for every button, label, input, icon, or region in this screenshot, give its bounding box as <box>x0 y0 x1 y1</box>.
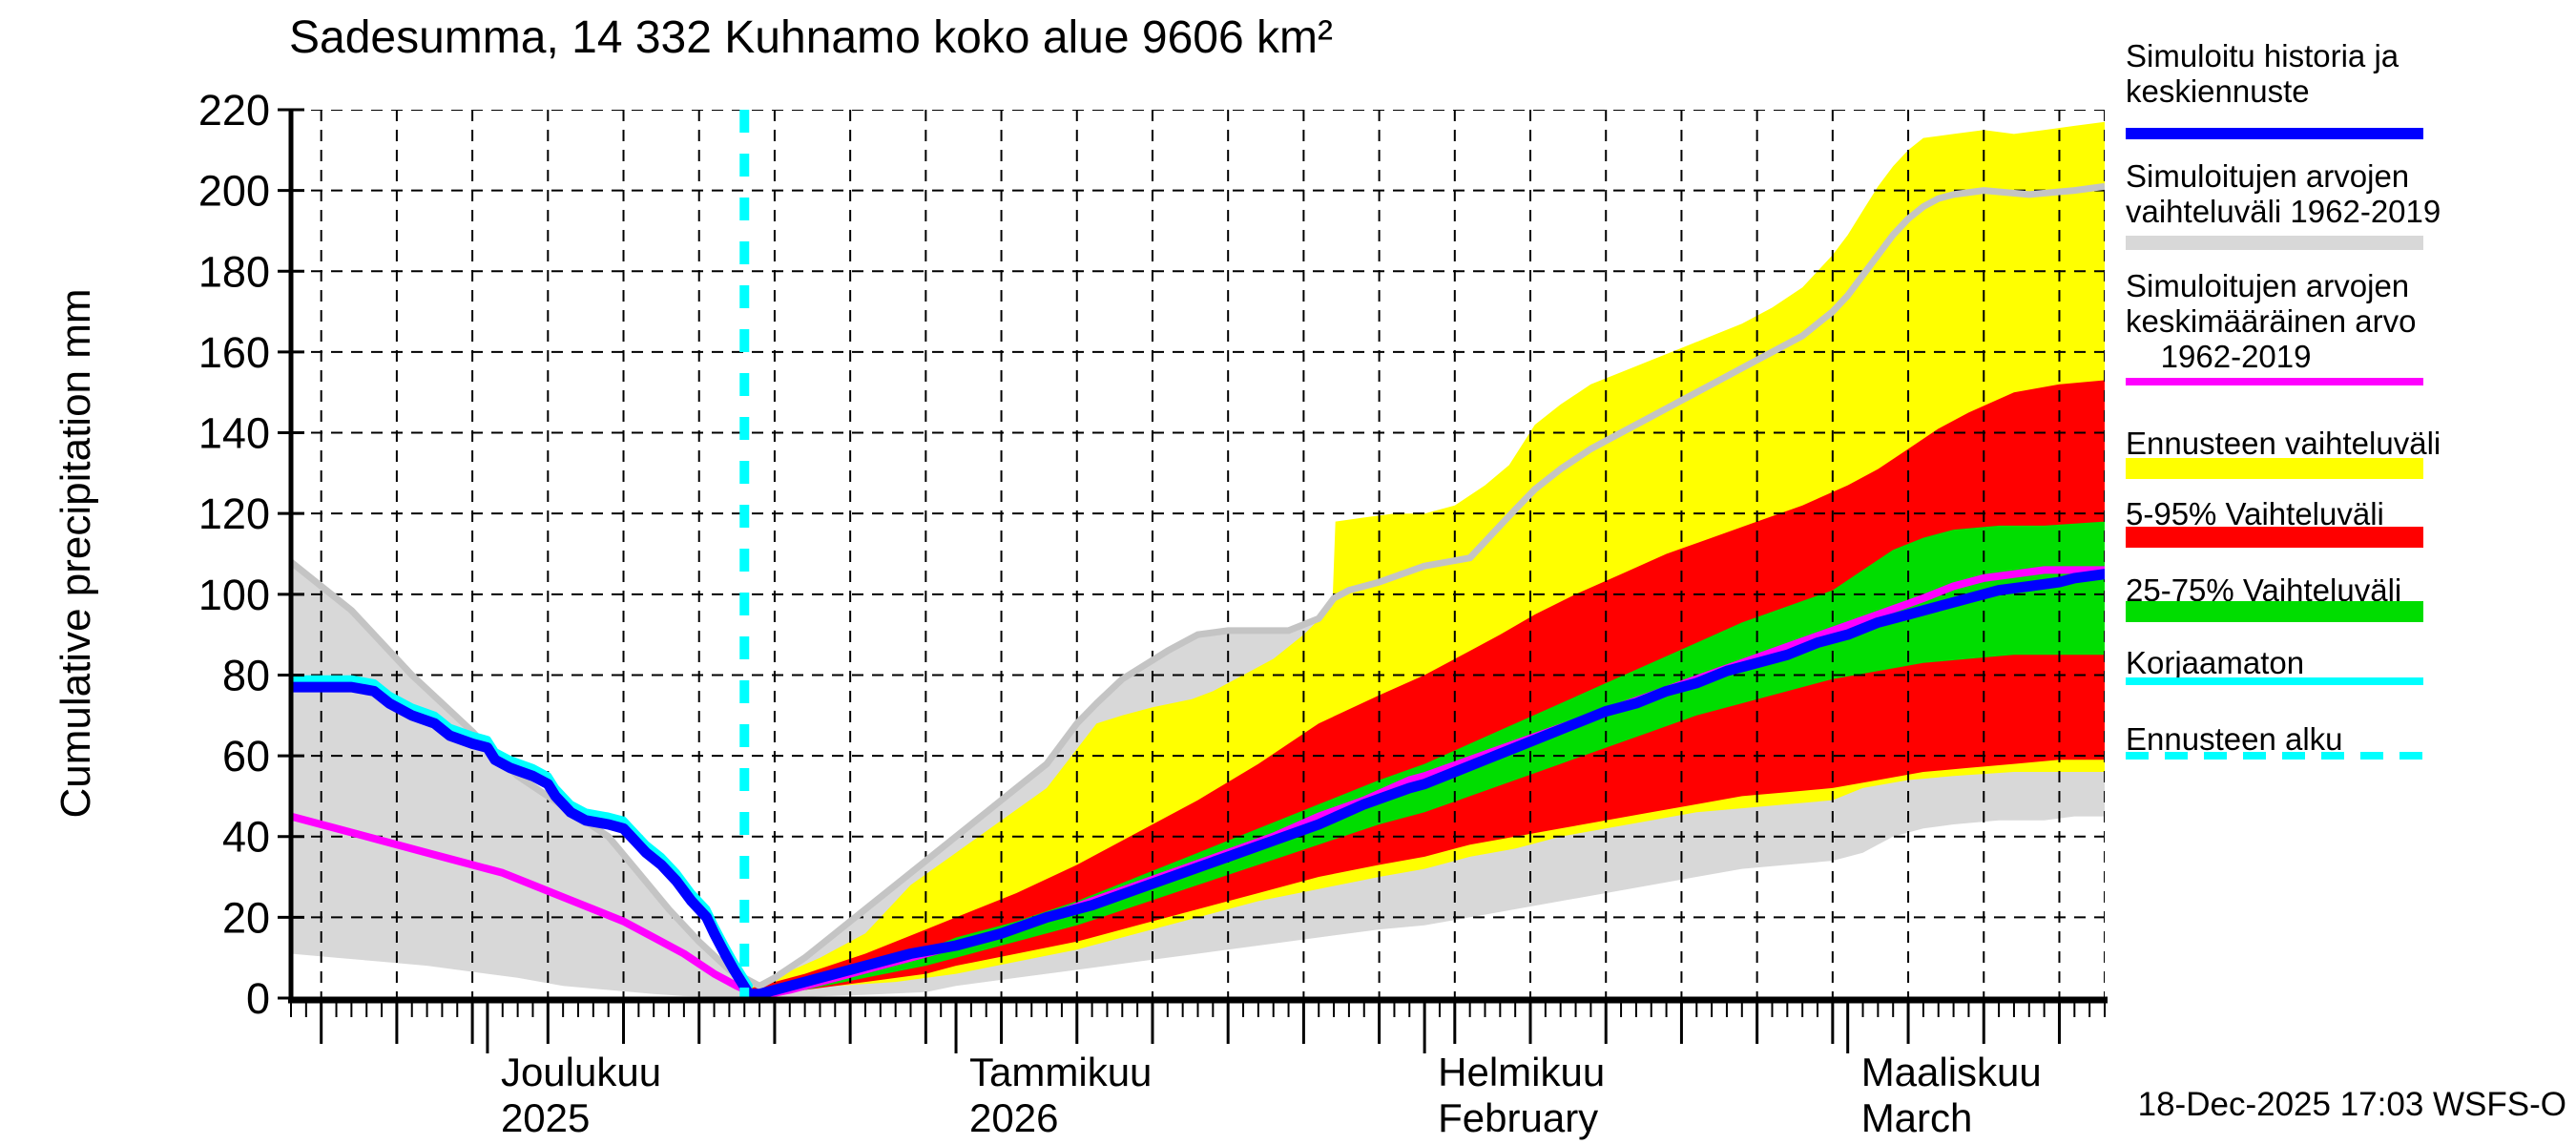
y-tick-label: 60 <box>222 732 270 781</box>
legend-item: 5-95% Vaihteluväli <box>2126 496 2574 531</box>
legend-swatch-line <box>2126 677 2423 685</box>
chart-title: Sadesumma, 14 332 Kuhnamo koko alue 9606… <box>289 12 1333 63</box>
y-tick-label: 0 <box>246 974 270 1023</box>
band-range-25-75 <box>744 521 2105 996</box>
line-simulated-range-upper-edge <box>291 182 2105 989</box>
legend-swatch-band <box>2126 458 2423 479</box>
legend-item-label: Simuloitujen arvojen <box>2126 268 2410 303</box>
x-month-label-line2: 2025 <box>501 1095 590 1140</box>
legend-swatch-band <box>2126 236 2423 250</box>
legend-item-label: keskimääräinen arvo <box>2126 303 2417 339</box>
x-month-label-line1: Helmikuu <box>1438 1050 1605 1094</box>
x-month-label-line2: 2026 <box>969 1095 1058 1140</box>
plot-layers <box>291 110 2105 1000</box>
legend-item: Ennusteen alku <box>2126 721 2574 757</box>
x-month-label-line2: March <box>1861 1095 1973 1140</box>
legend-item: Simuloitu historia ja keskiennuste <box>2126 38 2574 109</box>
x-month-label-line2: February <box>1438 1095 1598 1140</box>
legend-swatch-band <box>2126 601 2423 622</box>
line-simulated-history-and-median-forecast <box>291 569 2105 1000</box>
legend-item-label: Ennusteen vaihteluväli <box>2126 426 2441 461</box>
y-tick-label: 200 <box>198 167 270 216</box>
legend-item: Simuloitujen arvojen vaihteluväli 1962-20… <box>2126 158 2574 229</box>
y-tick-label: 40 <box>222 813 270 862</box>
y-tick-label: 20 <box>222 893 270 942</box>
legend-item: Ennusteen vaihteluväli <box>2126 426 2574 461</box>
y-tick-label: 180 <box>198 247 270 296</box>
legend-swatch-dashed-line <box>2126 752 2423 760</box>
legend-item-label: Ennusteen alku <box>2126 721 2343 757</box>
legend-item-label: vaihteluväli 1962-2019 <box>2126 194 2441 229</box>
band-range-5-95 <box>744 380 2105 996</box>
timestamp: 18-Dec-2025 17:03 WSFS-O <box>2137 1086 2566 1123</box>
legend-item: Korjaamaton <box>2126 645 2574 680</box>
legend-item-label: keskiennuste <box>2126 73 2310 109</box>
y-tick-label: 140 <box>198 409 270 458</box>
legend-swatch-line <box>2126 378 2423 385</box>
legend-item: Simuloitujen arvojen keskimääräinen arvo … <box>2126 268 2574 374</box>
legend: Simuloitu historia ja keskiennuste Simuloi… <box>2126 0 2574 1145</box>
y-tick-label: 160 <box>198 328 270 377</box>
legend-item-label: Simuloitu historia ja <box>2126 38 2399 73</box>
legend-item-label: Korjaamaton <box>2126 645 2305 680</box>
legend-swatch-line <box>2126 128 2423 139</box>
x-month-label-line1: Joulukuu <box>501 1050 661 1094</box>
y-tick-label: 100 <box>198 571 270 619</box>
y-tick-label: 220 <box>198 86 270 135</box>
legend-item-label: 1962-2019 <box>2126 339 2312 374</box>
legend-swatch-band <box>2126 527 2423 548</box>
x-month-label-line1: Tammikuu <box>969 1050 1152 1094</box>
legend-item-label: 5-95% Vaihteluväli <box>2126 496 2384 531</box>
x-month-label-line1: Maaliskuu <box>1861 1050 2042 1094</box>
y-tick-label: 80 <box>222 651 270 699</box>
y-tick-label: 120 <box>198 489 270 538</box>
legend-item-label: Simuloitujen arvojen <box>2126 158 2410 194</box>
